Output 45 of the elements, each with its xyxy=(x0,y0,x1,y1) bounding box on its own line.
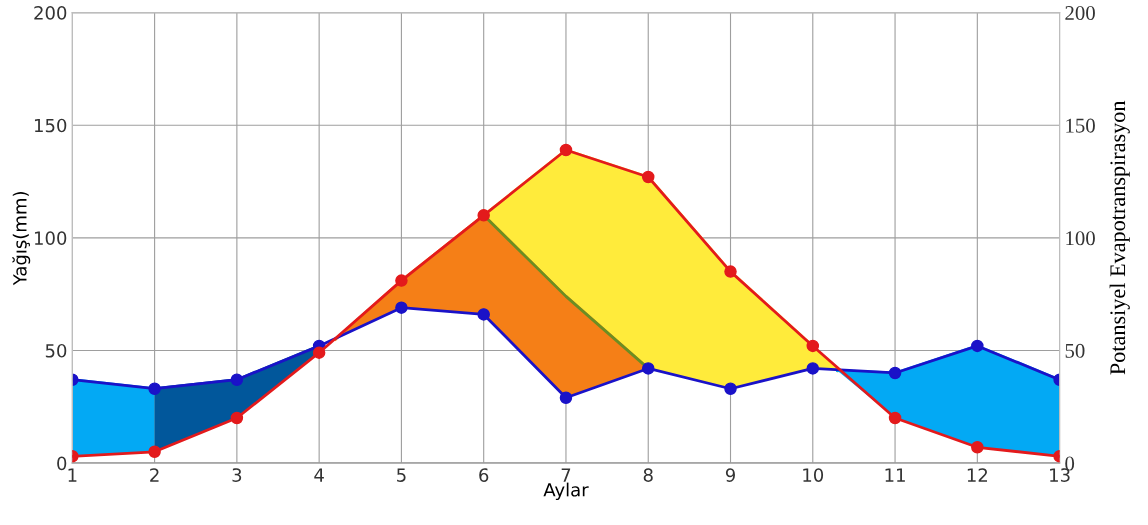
x-tick-label: 4 xyxy=(314,468,324,482)
x-tick-label: 9 xyxy=(725,468,735,482)
y-tick-label: 200 xyxy=(34,6,67,20)
y2-tick-label: 50 xyxy=(1065,343,1085,358)
point xyxy=(971,441,984,454)
point xyxy=(395,301,408,314)
point xyxy=(312,346,326,359)
point xyxy=(806,339,820,353)
y-tick-label: 0 xyxy=(57,456,67,471)
y-axis-title: Yağış(mm) xyxy=(12,192,31,286)
y-tick-label: 100 xyxy=(34,231,67,245)
y2-tick-label: 150 xyxy=(1066,118,1095,133)
point xyxy=(641,362,655,375)
point xyxy=(477,209,490,222)
x-tick-label: 6 xyxy=(479,468,489,482)
y2-tick-label: 200 xyxy=(1065,5,1095,21)
point xyxy=(724,382,737,395)
point xyxy=(888,366,902,380)
y-tick-label: 50 xyxy=(45,343,67,358)
y-tick-label: 150 xyxy=(34,118,67,133)
x-tick-label: 5 xyxy=(397,468,406,482)
x-axis-title: Aylar xyxy=(543,482,589,501)
y2-tick-label: 100 xyxy=(1066,231,1095,246)
point xyxy=(148,382,161,395)
point xyxy=(888,411,902,425)
point xyxy=(806,362,820,375)
x-tick-label: 1 xyxy=(68,468,77,482)
x-tick-label: 12 xyxy=(967,468,988,482)
point xyxy=(559,143,573,157)
x-tick-label: 10 xyxy=(803,468,824,482)
point xyxy=(724,265,737,278)
point xyxy=(148,445,161,459)
point xyxy=(230,373,244,386)
point xyxy=(971,339,984,353)
x-tick-label: 8 xyxy=(643,468,653,482)
point xyxy=(641,170,655,184)
point xyxy=(395,274,408,287)
point xyxy=(230,411,244,425)
point xyxy=(477,308,490,321)
y2-axis-title: Potansiyel Evapotranspirasyon xyxy=(1109,100,1130,375)
x-tick-label: 7 xyxy=(561,468,571,482)
point xyxy=(559,391,573,404)
x-tick-label: 2 xyxy=(150,468,159,482)
x-tick-label: 3 xyxy=(232,468,242,482)
x-tick-label: 11 xyxy=(885,468,905,482)
